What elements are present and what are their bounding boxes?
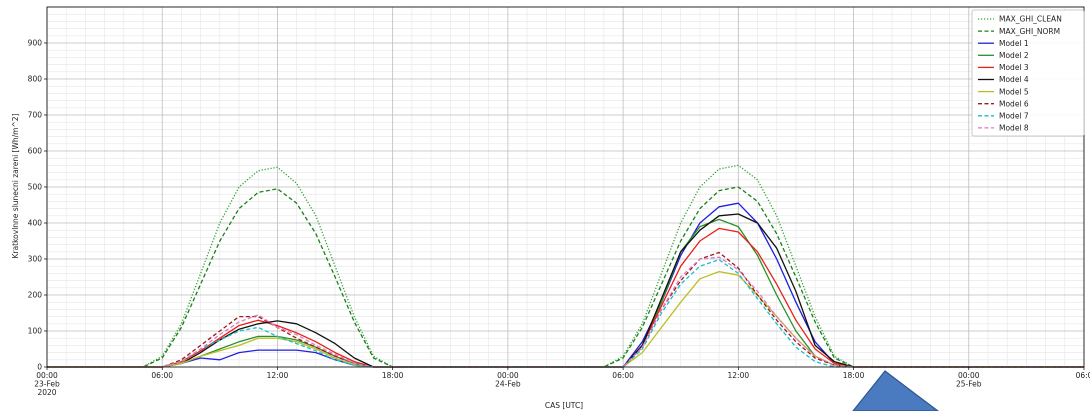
x-tick-label: 12:00 bbox=[728, 371, 750, 380]
y-tick-label: 700 bbox=[28, 111, 43, 120]
y-tick-label: 100 bbox=[28, 327, 43, 336]
y-axis-label: Kratkovlnne slunecni zareni [Wh/m^2] bbox=[11, 113, 20, 258]
legend: MAX_GHI_CLEAN MAX_GHI_NORM Model 1 Model 2 M… bbox=[971, 9, 1085, 137]
legend-box bbox=[971, 9, 1085, 137]
x-tick-label: 00:00 25-Feb bbox=[956, 371, 982, 389]
legend-entry-label: MAX_GHI_CLEAN bbox=[999, 15, 1062, 24]
x-tick-label: 06:00 bbox=[612, 371, 634, 380]
legend-entry-label: Model 4 bbox=[999, 75, 1029, 84]
x-axis-label: CAS [UTC] bbox=[545, 401, 583, 410]
legend-entry-label: MAX_GHI_NORM bbox=[999, 27, 1060, 36]
y-tick-label: 800 bbox=[28, 75, 43, 84]
y-tick-label: 900 bbox=[28, 39, 43, 48]
y-tick-label: 300 bbox=[28, 255, 43, 264]
legend-entry-label: Model 7 bbox=[999, 112, 1029, 121]
x-tick-label: 18:00 bbox=[382, 371, 404, 380]
pointer-arrow-shape bbox=[852, 370, 939, 411]
y-axis: 0 100 200 300 400 500 600 700 800 900 bbox=[28, 39, 47, 372]
legend-entry-label: Model 8 bbox=[999, 124, 1029, 133]
legend-entry-label: Model 2 bbox=[999, 51, 1029, 60]
x-tick-label: 00:00 24-Feb bbox=[495, 371, 521, 389]
x-tick-label: 18:00 bbox=[843, 371, 865, 380]
y-tick-label: 500 bbox=[28, 183, 43, 192]
legend-entry-label: Model 5 bbox=[999, 87, 1029, 96]
y-tick-label: 600 bbox=[28, 147, 43, 156]
y-tick-label: 0 bbox=[37, 363, 42, 372]
y-tick-label: 200 bbox=[28, 291, 43, 300]
x-axis: 00:00 23-Feb 2020 06:00 12:00 18:00 00:00 24-Fe… bbox=[34, 367, 1090, 397]
legend-entry-label: Model 1 bbox=[999, 39, 1029, 48]
y-tick-label: 400 bbox=[28, 219, 43, 228]
legend-entry-label: Model 3 bbox=[999, 63, 1029, 72]
x-tick-label: 06:00 bbox=[151, 371, 173, 380]
x-tick-label: 12:00 bbox=[267, 371, 289, 380]
x-tick-label: 00:00 23-Feb 2020 bbox=[34, 371, 60, 397]
legend-entry-label: Model 6 bbox=[999, 99, 1029, 108]
x-tick-label: 06:0 bbox=[1076, 371, 1090, 380]
